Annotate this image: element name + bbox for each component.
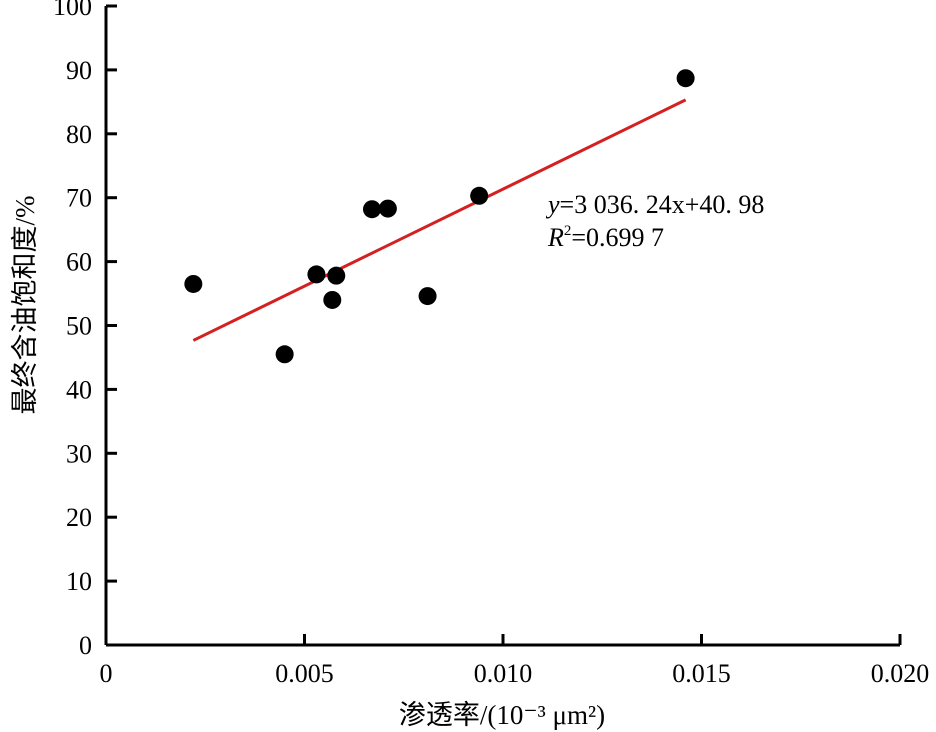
data-point <box>323 290 342 309</box>
data-point <box>470 186 489 205</box>
data-point <box>275 345 294 364</box>
x-axis-label: 渗透率/(10⁻³ μm²) <box>399 700 605 730</box>
y-tick-label: 10 <box>66 567 92 596</box>
y-tick-label: 70 <box>66 184 92 213</box>
data-point <box>327 266 346 285</box>
x-tick-label: 0.010 <box>474 659 533 688</box>
y-tick-label: 100 <box>53 0 92 21</box>
y-tick-label: 50 <box>66 312 92 341</box>
data-point <box>378 199 397 218</box>
y-tick-label: 80 <box>66 120 92 149</box>
data-point <box>307 265 326 284</box>
y-tick-label: 40 <box>66 375 92 404</box>
data-point <box>184 274 203 293</box>
x-tick-label: 0 <box>100 659 113 688</box>
fit-line-group <box>192 98 687 342</box>
fit-r2: R2=0.699 7 <box>547 223 664 252</box>
fit-equation: y=3 036. 24x+40. 98 <box>545 190 764 219</box>
data-point <box>362 200 381 219</box>
x-tick-label: 0.020 <box>871 659 930 688</box>
ticks: 0 10 20 30 40 50 60 70 80 90 100 0 0.005 0.010 0.015 0.… <box>53 0 929 688</box>
data-points <box>184 69 695 364</box>
y-tick-label: 0 <box>79 631 92 660</box>
y-tick-label: 30 <box>66 439 92 468</box>
data-point <box>676 69 695 88</box>
y-tick-label: 20 <box>66 503 92 532</box>
data-point <box>418 287 437 306</box>
x-tick-label: 0.015 <box>672 659 731 688</box>
y-tick-label: 90 <box>66 56 92 85</box>
y-tick-label: 60 <box>66 248 92 277</box>
fit-line <box>192 98 687 342</box>
y-axis-label: 最终含油饱和度/% <box>10 196 40 415</box>
x-tick-label: 0.005 <box>275 659 334 688</box>
